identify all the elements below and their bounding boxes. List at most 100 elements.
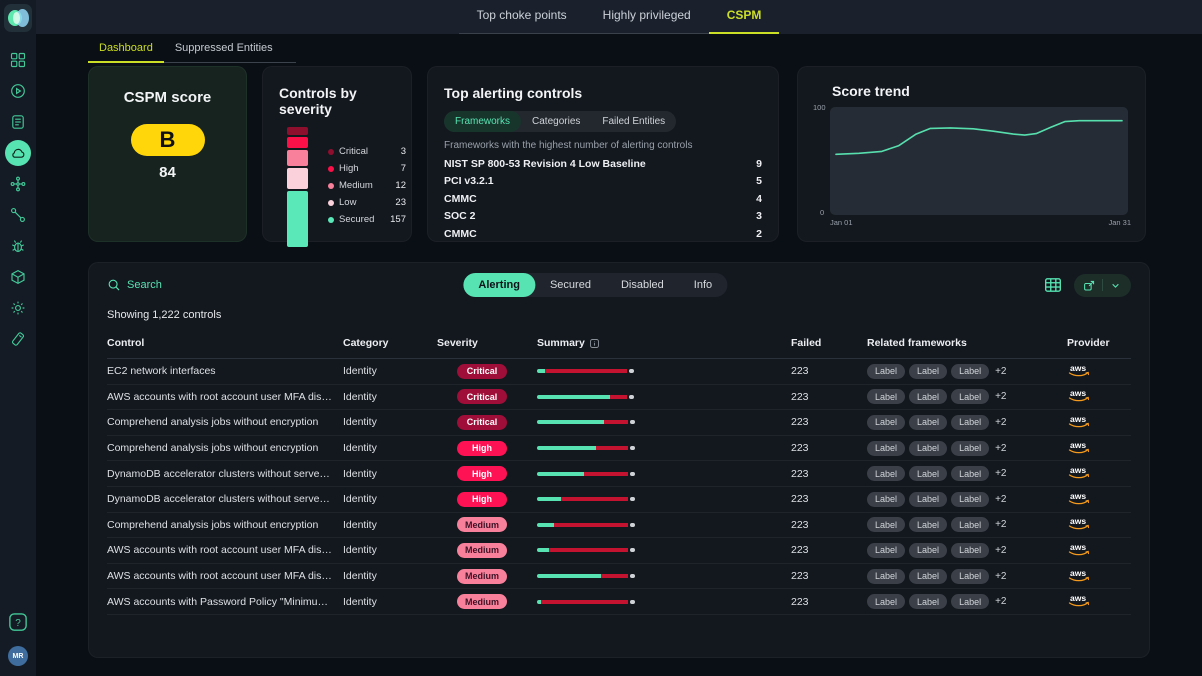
summary-bar	[537, 548, 635, 553]
framework-label-badge: Label	[867, 363, 906, 379]
table-row[interactable]: Comprehend analysis jobs without encrypt…	[107, 436, 1131, 462]
svg-text:aws: aws	[1070, 414, 1086, 424]
play-circle-icon[interactable]	[5, 78, 31, 104]
cell-category: Identity	[343, 518, 377, 531]
cell-control: AWS accounts with Password Policy "Minim…	[107, 595, 343, 608]
framework-label-badge: Label	[909, 542, 948, 558]
alerting-framework-item[interactable]: CMMC 4	[444, 192, 762, 205]
framework-label-badge: Label	[909, 440, 948, 456]
cloud-icon[interactable]	[5, 139, 31, 166]
framework-label-badge: Label	[867, 389, 906, 405]
legend-item-low: Low 23	[328, 194, 406, 211]
cell-failed: 223	[791, 518, 809, 531]
cell-control: EC2 network interfaces	[107, 365, 216, 378]
app-logo-icon[interactable]	[4, 4, 32, 32]
tag-icon[interactable]	[5, 326, 31, 352]
cell-control: Comprehend analysis jobs without encrypt…	[107, 518, 319, 531]
cell-provider: aws	[1067, 490, 1131, 509]
framework-extra-count: +2	[995, 468, 1007, 480]
severity-badge: Medium	[457, 594, 507, 610]
aws-provider-icon: aws	[1068, 465, 1090, 479]
score-grade-badge: B	[130, 124, 205, 156]
table-tab-info[interactable]: Info	[693, 279, 713, 291]
severity-badge: Critical	[457, 389, 507, 405]
cell-failed: 223	[791, 442, 809, 455]
cell-category: Identity	[343, 365, 377, 378]
user-avatar[interactable]: MR	[8, 646, 28, 666]
legend-item-critical: Critical 3	[328, 143, 406, 160]
alerting-tab-frameworks[interactable]: Frameworks	[444, 111, 522, 132]
framework-label-badge: Label	[867, 568, 906, 584]
svg-text:aws: aws	[1070, 516, 1086, 526]
cell-provider: aws	[1067, 362, 1131, 381]
score-trend-card: Score trend 100 0 Jan 01 Jan 31	[797, 66, 1146, 242]
svg-text:?: ?	[15, 618, 21, 629]
table-tab-alerting[interactable]: Alerting	[463, 273, 535, 297]
cell-related-frameworks: Label Label Label +2	[867, 542, 1067, 558]
bug-icon[interactable]	[5, 233, 31, 259]
top-tab-cspm[interactable]: CSPM	[708, 0, 780, 34]
table-row[interactable]: EC2 network interfaces Identity Critical 22…	[107, 359, 1131, 385]
alerting-framework-item[interactable]: PCI v3.2.1 5	[444, 175, 762, 188]
summary-info-icon[interactable]	[589, 338, 599, 348]
top-tab-top-choke-points[interactable]: Top choke points	[458, 0, 585, 34]
cell-category: Identity	[343, 416, 377, 429]
cube-icon[interactable]	[5, 264, 31, 290]
framework-label-badge: Label	[909, 491, 948, 507]
table-tab-disabled[interactable]: Disabled	[620, 279, 664, 291]
svg-text:aws: aws	[1070, 388, 1086, 398]
score-trend-chart	[830, 107, 1128, 215]
nodes-icon[interactable]	[5, 171, 31, 197]
severity-badge: High	[457, 466, 507, 482]
cspm-score-title: CSPM score	[123, 89, 212, 106]
sub-tab-dashboard[interactable]: Dashboard	[88, 38, 164, 63]
table-row[interactable]: AWS accounts with root account user MFA …	[107, 538, 1131, 564]
search-icon	[108, 279, 120, 291]
framework-label-badge: Label	[909, 389, 948, 405]
export-icon	[1084, 280, 1095, 290]
alerting-framework-item[interactable]: NIST SP 800-53 Revision 4 Low Baseline 9	[444, 157, 762, 170]
severity-stacked-bar	[287, 127, 308, 249]
table-row[interactable]: DynamoDB accelerator clusters without se…	[107, 487, 1131, 513]
column-header-severity: Severity	[437, 337, 478, 349]
framework-extra-count: +2	[995, 365, 1007, 377]
framework-label-badge: Label	[867, 466, 906, 482]
table-row[interactable]: AWS accounts with root account user MFA …	[107, 385, 1131, 411]
table-row[interactable]: AWS accounts with Password Policy "Minim…	[107, 589, 1131, 615]
cell-failed: 223	[791, 365, 809, 378]
table-row[interactable]: Comprehend analysis jobs without encrypt…	[107, 513, 1131, 539]
alerting-tab-failed-entities[interactable]: Failed Entities	[602, 116, 666, 127]
top-tab-highly-privileged[interactable]: Highly privileged	[584, 0, 709, 34]
table-row[interactable]: AWS accounts with root account user MFA …	[107, 564, 1131, 590]
alerting-tab-categories[interactable]: Categories	[532, 116, 581, 127]
aws-provider-icon: aws	[1068, 516, 1090, 530]
cell-control: Comprehend analysis jobs without encrypt…	[107, 442, 319, 455]
severity-card-title: Controls by severity	[279, 85, 357, 117]
table-filter-tabs: Alerting Secured Disabled Info	[463, 273, 728, 297]
summary-bar	[537, 369, 635, 374]
route-icon[interactable]	[5, 202, 31, 228]
dashboard-grid-icon[interactable]	[5, 47, 31, 73]
aws-provider-icon: aws	[1068, 388, 1090, 402]
chevron-down-icon	[1112, 283, 1119, 288]
document-icon[interactable]	[5, 109, 31, 135]
export-button[interactable]	[1074, 273, 1131, 297]
top-navigation: Top choke points Highly privileged CSPM	[36, 0, 1202, 34]
search-input[interactable]: Search	[107, 278, 162, 292]
legend-item-medium: Medium 12	[328, 177, 406, 194]
trend-y-max: 100	[813, 103, 826, 112]
table-tab-secured[interactable]: Secured	[549, 279, 591, 291]
cell-failed: 223	[791, 493, 809, 506]
cell-related-frameworks: Label Label Label +2	[867, 466, 1067, 482]
framework-extra-count: +2	[995, 493, 1007, 505]
cell-failed: 223	[791, 595, 809, 608]
help-icon[interactable]: ?	[8, 612, 28, 632]
table-row[interactable]: Comprehend analysis jobs without encrypt…	[107, 410, 1131, 436]
legend-dot-icon	[328, 165, 334, 172]
sub-tab-suppressed-entities[interactable]: Suppressed Entities	[174, 42, 273, 54]
gear-icon[interactable]	[5, 295, 31, 321]
table-view-icon[interactable]	[1044, 276, 1062, 294]
alerting-framework-item[interactable]: CMMC 2	[444, 227, 762, 240]
table-row[interactable]: DynamoDB accelerator clusters without se…	[107, 461, 1131, 487]
